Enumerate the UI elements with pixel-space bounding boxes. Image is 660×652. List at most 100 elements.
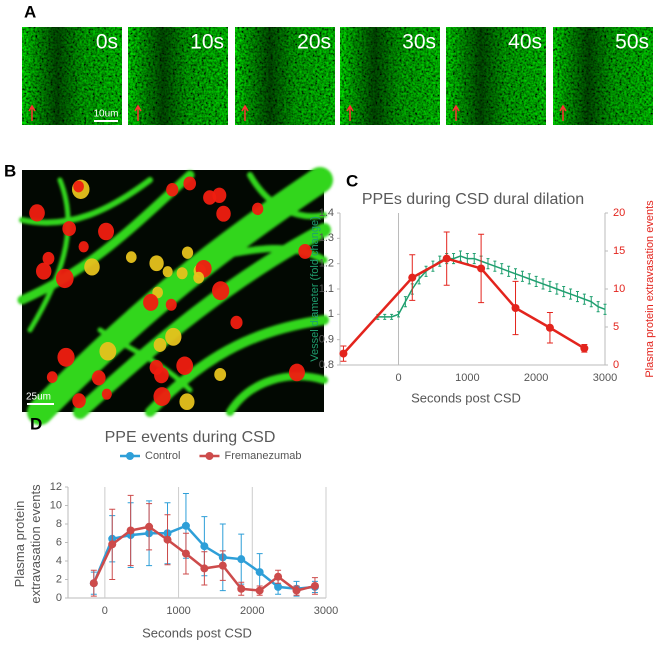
x-tick-label: 2000: [524, 372, 548, 384]
error-bar: [589, 296, 593, 308]
error-bar: [500, 263, 504, 275]
error-bar: [534, 275, 538, 287]
arrow: [241, 104, 249, 121]
marker: [145, 522, 154, 531]
error-bar: [548, 280, 552, 293]
cell: [91, 370, 106, 386]
series-line: [342, 257, 585, 355]
cell: [298, 244, 312, 259]
legend-marker: [205, 452, 214, 460]
y2-tick-label: 15: [613, 245, 625, 257]
y-tick-label: 4: [56, 555, 62, 567]
cell: [252, 202, 264, 216]
error-bar: [520, 270, 524, 282]
marker: [126, 526, 135, 535]
marker: [442, 254, 451, 263]
error-bar: [493, 260, 497, 272]
error-bar: [575, 291, 579, 303]
cell: [288, 363, 305, 382]
cell: [78, 241, 89, 253]
frame-shade: [128, 27, 228, 125]
marker: [310, 581, 319, 590]
x-tick-label: 1000: [166, 605, 190, 617]
cell: [149, 255, 164, 272]
cell: [42, 251, 55, 265]
frame-shade: [553, 27, 653, 125]
error-bar: [514, 268, 518, 280]
marker: [200, 542, 209, 551]
y-tick-label: 12: [50, 481, 62, 493]
marker: [511, 304, 520, 312]
cell: [153, 337, 167, 352]
x-tick-label: 0: [395, 372, 401, 384]
frame-shade: [446, 27, 546, 125]
frame-shade: [340, 27, 440, 125]
y-tick-label: 6: [56, 536, 62, 548]
frame-label: 50s: [615, 31, 649, 54]
marker: [181, 549, 190, 558]
cell: [181, 246, 194, 259]
arrow: [452, 104, 460, 121]
cell: [73, 180, 84, 193]
arrow: [559, 104, 567, 121]
scale-bar-label: 10um: [93, 109, 118, 120]
cell: [179, 393, 195, 411]
arrow: [346, 104, 354, 121]
marker: [89, 579, 98, 588]
cell: [99, 341, 117, 361]
y-tick-label: 0.9: [319, 334, 334, 346]
cell: [176, 267, 188, 280]
frame-label: 20s: [297, 31, 331, 54]
marker: [218, 561, 227, 570]
error-bar: [390, 313, 394, 320]
x-axis-label: Seconds post CSD: [411, 390, 521, 405]
x-tick-label: 1000: [455, 372, 479, 384]
cell: [212, 281, 230, 301]
panel-label: C: [346, 171, 358, 190]
marker: [545, 323, 554, 332]
marker: [255, 586, 264, 595]
x-tick-label: 0: [102, 605, 108, 617]
frame-shade: [22, 27, 122, 125]
frame-label: 10s: [190, 31, 224, 54]
x-tick-label: 2000: [240, 605, 264, 617]
error-bar: [383, 313, 387, 320]
arrow: [134, 104, 142, 121]
y-tick-label: 0: [56, 592, 62, 604]
error-bar: [582, 293, 586, 305]
frames: 0s 10s 20s 30s 40s 50s 10um: [22, 27, 653, 125]
micrograph: 25um: [17, 167, 333, 425]
cell: [216, 205, 231, 222]
frame-label: 40s: [508, 31, 542, 54]
cell: [101, 388, 112, 400]
error-bar: [569, 288, 573, 300]
marker: [274, 572, 283, 581]
error-bar: [486, 258, 490, 270]
panel-label: D: [30, 414, 42, 433]
cell: [193, 271, 205, 284]
error-bar: [555, 283, 559, 295]
error-bar: [562, 285, 566, 298]
chart-title: PPE events during CSD: [105, 429, 276, 446]
y-tick-label: 1.2: [319, 258, 334, 270]
cell: [57, 347, 75, 367]
marker: [408, 273, 417, 282]
cell: [98, 222, 115, 241]
marker: [274, 582, 283, 591]
cell: [62, 221, 76, 237]
cell: [46, 371, 58, 383]
marker: [200, 564, 209, 573]
marker: [339, 349, 348, 358]
panel-label: B: [4, 161, 16, 180]
marker: [255, 568, 264, 577]
error-bar: [472, 253, 476, 265]
cell: [84, 258, 100, 276]
y-axis-label: Vessel diameter (fold change): [309, 216, 321, 362]
arrow: [28, 104, 36, 121]
error-bar: [603, 303, 607, 315]
scale-bar-label: 25um: [26, 392, 51, 403]
marker: [237, 584, 246, 593]
